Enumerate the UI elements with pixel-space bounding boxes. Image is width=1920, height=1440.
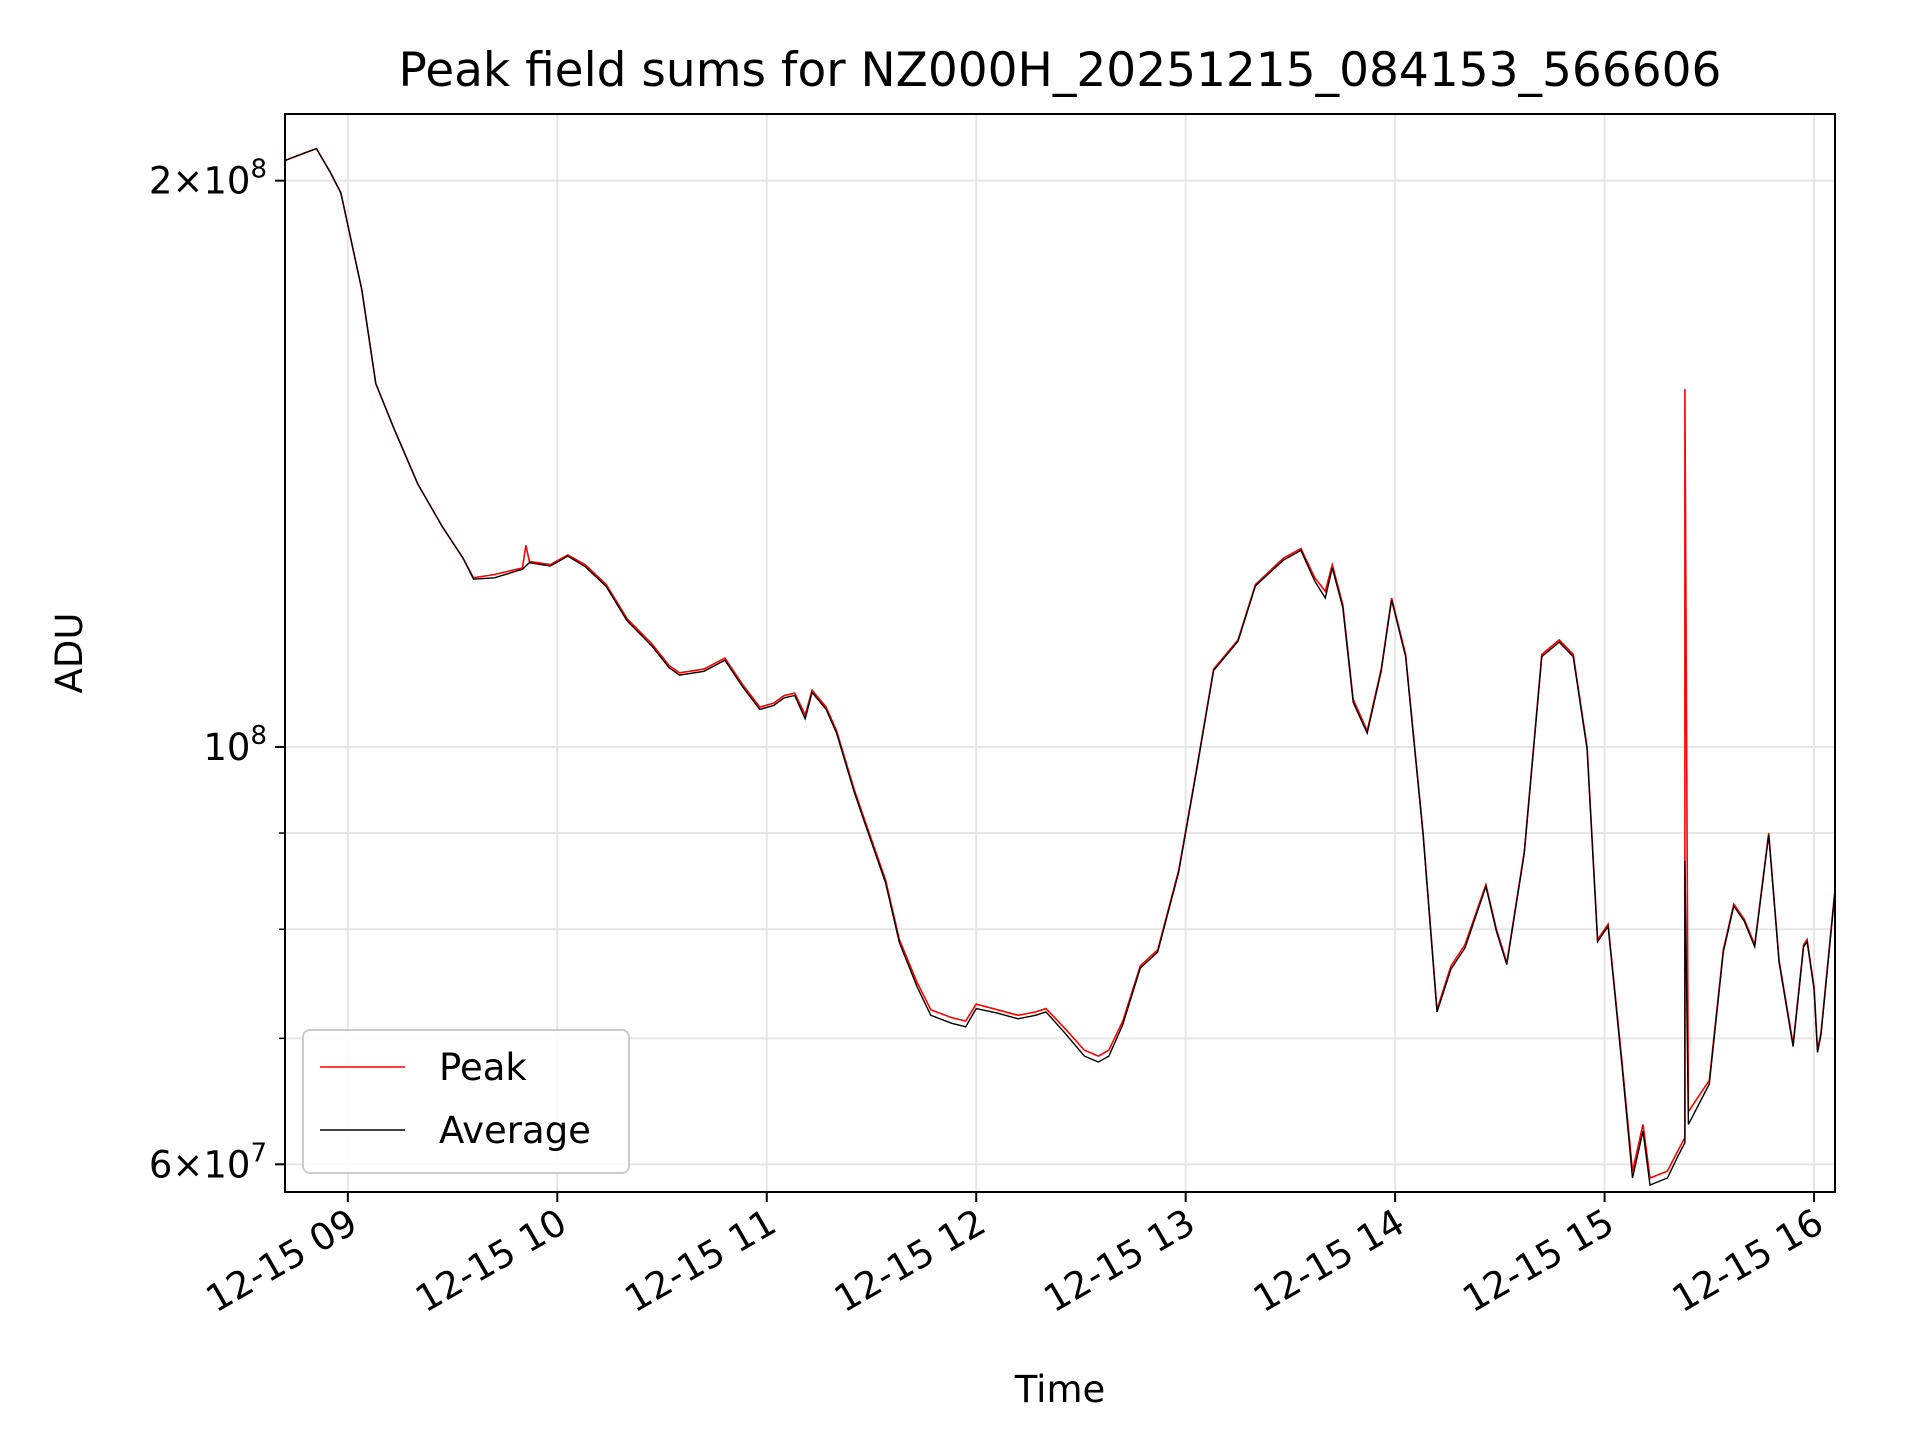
y-axis-label: ADU [48,613,91,694]
legend-label-average: Average [439,1109,591,1152]
plot-area [284,147,1836,1186]
series-peak-line [284,147,1836,1180]
plot-frame [284,113,1836,1193]
x-tick-label: 12-15 15 [1456,1201,1622,1321]
chart-title: Peak field sums for NZ000H_20251215_0841… [399,43,1722,98]
legend-label-peak: Peak [439,1046,527,1089]
y-tick-label: 6×107 [149,1138,267,1186]
x-tick-label: 12-15 10 [408,1201,574,1321]
x-tick-label: 12-15 09 [199,1201,365,1321]
x-tick-label: 12-15 12 [827,1201,993,1321]
y-axis-ticks: 6×107 108 2×108 [149,155,285,1186]
x-axis-label: Time [1014,1368,1106,1411]
x-tick-label: 12-15 11 [618,1201,784,1321]
x-tick-label: 12-15 13 [1037,1201,1203,1321]
x-tick-label: 12-15 16 [1665,1201,1831,1321]
x-axis-ticks: 12-15 09 12-15 10 12-15 11 12-15 12 12-15 13… [199,1192,1831,1321]
legend: Peak Average [302,1029,630,1174]
legend-box [302,1029,630,1174]
y-tick-label: 108 [203,721,267,769]
x-tick-label: 12-15 14 [1246,1201,1412,1321]
y-tick-label: 2×108 [149,155,267,203]
series-average-line [284,147,1836,1186]
